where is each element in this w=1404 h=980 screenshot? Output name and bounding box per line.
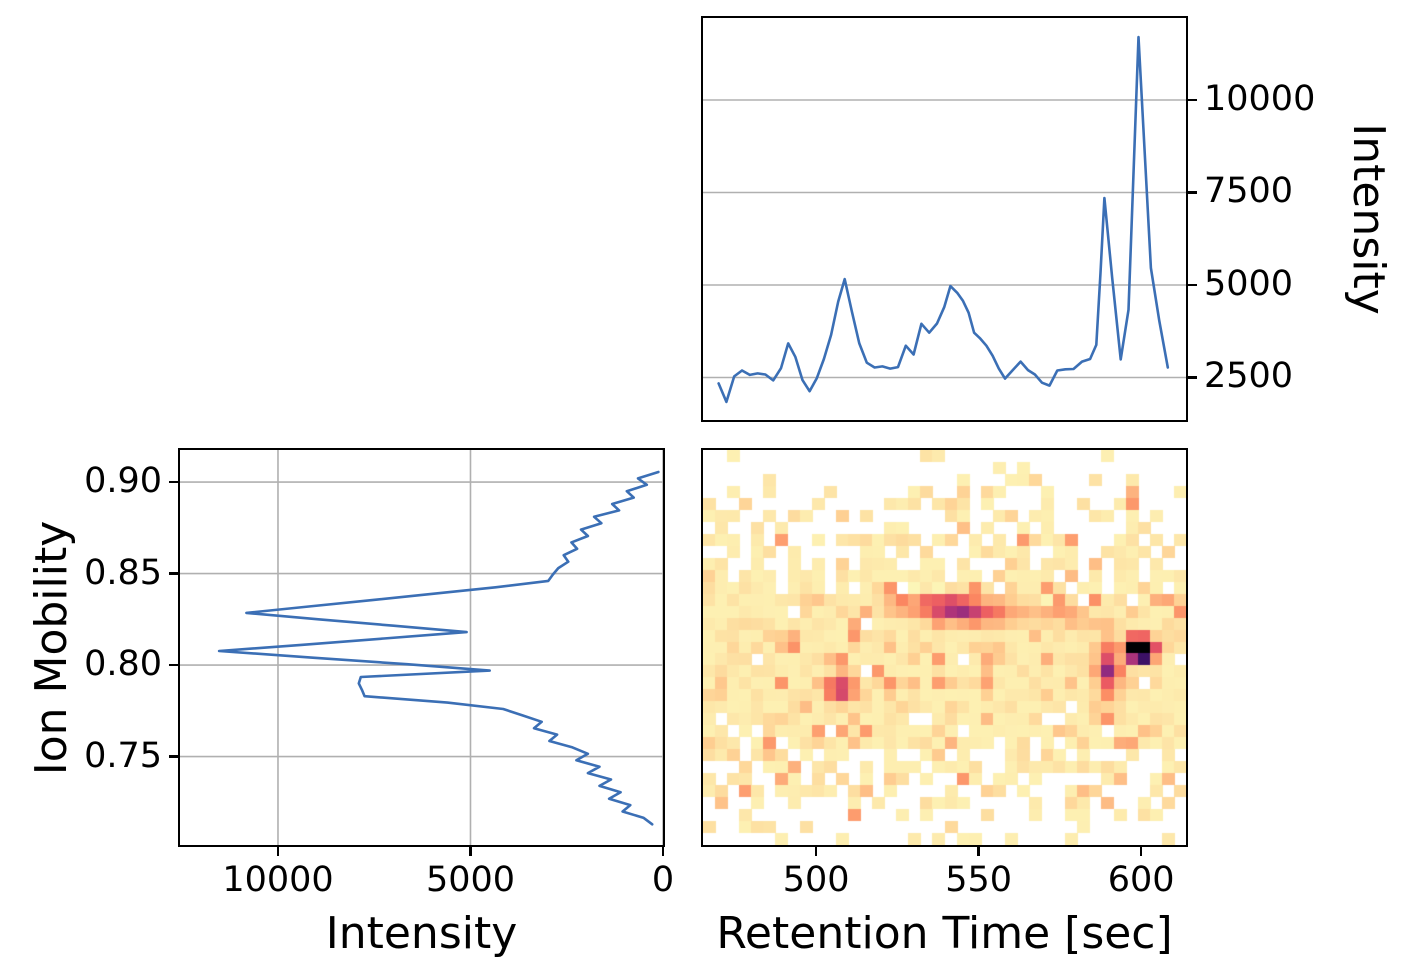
xic-line [717,35,1170,404]
x-tick-label: 10000 [222,860,334,900]
mobilogram-line [217,470,660,826]
mobilogram-plot [180,450,663,845]
y-tick [169,663,178,667]
y-tick [1188,98,1197,102]
mobilogram-x-axis-label: Intensity [325,908,518,959]
x-tick-label: 0 [651,860,675,900]
mobilogram-panel [178,448,665,847]
y-tick [1188,283,1197,287]
x-tick-label: 5000 [425,860,516,900]
xic-panel [701,16,1188,422]
y-tick-label: 0.75 [84,735,162,776]
y-tick-label: 5000 [1204,264,1294,305]
y-tick-label: 2500 [1204,356,1294,397]
heatmap-canvas [703,450,1186,845]
y-tick-label: 0.90 [84,461,162,502]
y-tick-label: 7500 [1204,171,1294,212]
xic-plot [703,35,1186,404]
x-tick [276,847,280,856]
y-tick [1188,191,1197,194]
y-tick [169,480,178,484]
x-tick-label: 500 [782,860,850,900]
heatmap-panel [701,448,1188,847]
x-tick [469,847,472,856]
xic-y-axis-label: Intensity [1343,123,1394,315]
heatmap-x-axis-label: Retention Time [sec] [716,908,1173,959]
x-tick [661,847,665,856]
y-tick-label: 10000 [1204,79,1316,120]
y-tick-label: 0.80 [84,644,162,685]
y-tick-label: 0.85 [84,552,162,593]
x-tick [1139,847,1143,856]
x-tick [977,847,980,856]
mobilogram-y-axis-label: Ion Mobility [26,520,77,775]
y-tick [169,755,178,758]
x-tick [814,847,818,856]
y-tick [169,572,178,575]
y-tick [1188,376,1197,379]
x-tick-label: 600 [1107,860,1175,900]
x-tick-label: 550 [945,860,1013,900]
